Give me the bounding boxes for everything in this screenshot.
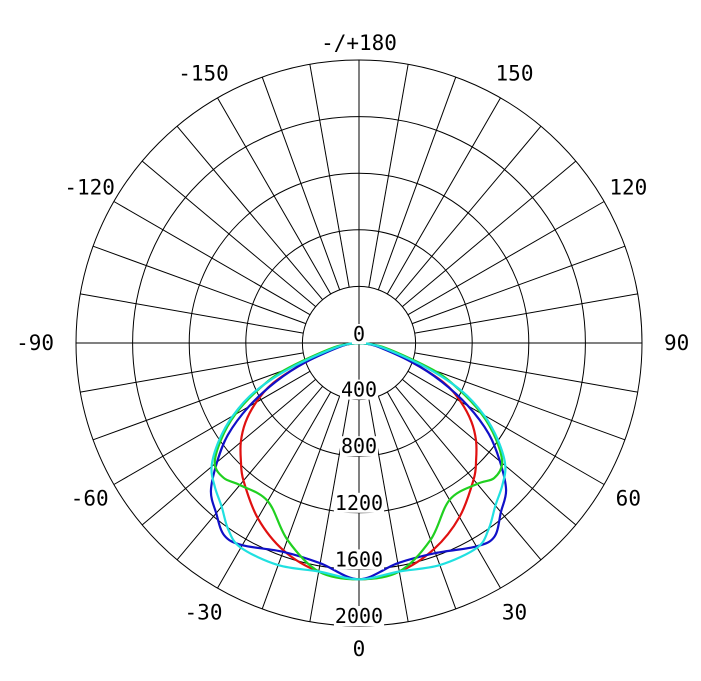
grid-spoke <box>113 201 311 316</box>
grid-spoke <box>386 97 501 295</box>
grid-spoke <box>176 386 324 561</box>
radial-label-bg <box>339 379 379 400</box>
grid-spoke <box>92 245 306 325</box>
grid-spoke <box>309 398 350 622</box>
grid-spoke <box>402 378 577 526</box>
grid-spoke <box>261 76 341 290</box>
grid-spoke <box>414 352 638 393</box>
grid-spoke <box>377 396 457 610</box>
series-group <box>209 341 508 581</box>
radial-tick-label: 2000 <box>335 604 383 628</box>
grid-spoke <box>368 64 409 288</box>
angle-tick-label: -90 <box>16 331 54 355</box>
grid-spoke <box>377 76 457 290</box>
radial-label-bg <box>333 606 385 626</box>
grid-spoke <box>80 352 304 393</box>
grid-spoke <box>386 391 501 589</box>
angle-tick-label: 150 <box>496 62 534 86</box>
grid-spoke <box>217 97 332 295</box>
radial-label-bg <box>333 492 385 513</box>
radial-label-bg <box>333 549 385 570</box>
grid-spoke <box>394 386 542 561</box>
angle-tick-label: -120 <box>64 176 115 200</box>
grid-spoke <box>80 293 304 334</box>
grid-spoke <box>414 293 638 334</box>
angle-tick-label: 90 <box>664 331 689 355</box>
grid-spoke <box>407 201 605 316</box>
grid-spoke <box>141 160 316 308</box>
grid-spoke <box>412 361 626 441</box>
grid-spoke <box>217 391 332 589</box>
grid-spoke <box>402 160 577 308</box>
series-line-4 <box>210 341 507 581</box>
grid-spoke <box>368 398 409 622</box>
grid-spoke <box>309 64 350 288</box>
radial-tick-label: 1600 <box>335 547 383 571</box>
angle-tick-label: -30 <box>185 600 223 624</box>
radial-label-group: 0 400 800 1200 1600 2000 <box>333 322 385 628</box>
grid-spoke <box>407 370 605 485</box>
angle-tick-label: 120 <box>609 176 647 200</box>
grid-spoke <box>261 396 341 610</box>
radial-tick-label: 0 <box>353 322 365 346</box>
grid-spoke <box>113 370 311 485</box>
grid-spoke <box>176 125 324 300</box>
radial-tick-label: 800 <box>341 434 377 458</box>
angle-tick-label: 30 <box>502 600 527 624</box>
radial-tick-label: 1200 <box>335 491 383 515</box>
grid-spoke <box>394 125 542 300</box>
angle-tick-label: -150 <box>178 62 229 86</box>
angle-tick-label: -/+180 <box>321 31 397 55</box>
angle-label-group: -/+180 150 -150 120 -120 90 -90 60 -60 30 -30 0 <box>16 31 689 661</box>
radial-label-bg <box>339 436 379 457</box>
angle-tick-label: 60 <box>616 487 641 511</box>
angle-tick-label: 0 <box>353 637 366 661</box>
radial-label-bg <box>351 324 367 344</box>
grid-spoke <box>412 245 626 325</box>
angle-tick-label: -60 <box>71 487 109 511</box>
radial-tick-label: 400 <box>341 378 377 402</box>
grid-spoke <box>92 361 306 441</box>
grid-spoke <box>141 378 316 526</box>
